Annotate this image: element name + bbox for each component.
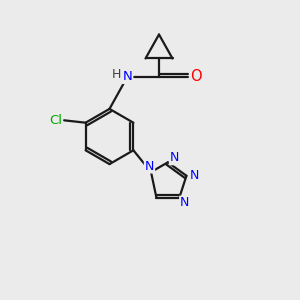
Text: N: N <box>170 151 179 164</box>
Text: N: N <box>189 169 199 182</box>
Text: Cl: Cl <box>49 114 62 127</box>
Text: H: H <box>111 68 121 81</box>
Text: N: N <box>123 70 132 83</box>
Text: N: N <box>145 160 154 172</box>
Text: N: N <box>180 196 190 209</box>
Text: O: O <box>190 69 202 84</box>
